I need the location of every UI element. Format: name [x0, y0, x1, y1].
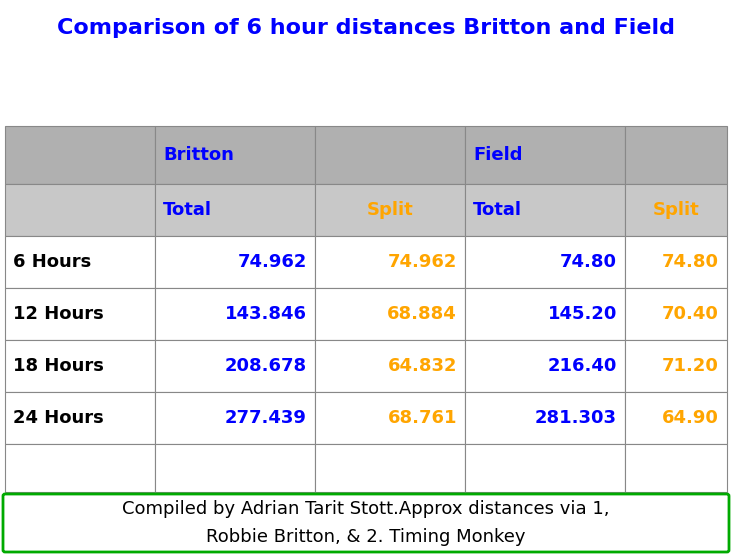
Bar — [625, 288, 727, 340]
Text: 143.846: 143.846 — [225, 305, 307, 323]
Bar — [155, 340, 315, 392]
Bar — [465, 444, 625, 492]
Text: Split: Split — [367, 201, 414, 219]
Bar — [155, 288, 315, 340]
Bar — [625, 340, 727, 392]
Text: 64.832: 64.832 — [387, 357, 457, 375]
Bar — [5, 184, 155, 236]
Bar — [155, 126, 315, 184]
Bar — [155, 184, 315, 236]
Bar — [315, 288, 465, 340]
Bar — [465, 288, 625, 340]
Bar — [5, 288, 155, 340]
Text: Britton: Britton — [163, 146, 234, 164]
Bar — [5, 340, 155, 392]
Text: Robbie Britton, & 2. Timing Monkey: Robbie Britton, & 2. Timing Monkey — [206, 528, 526, 546]
Text: 281.303: 281.303 — [535, 409, 617, 427]
Text: 216.40: 216.40 — [548, 357, 617, 375]
Bar — [155, 236, 315, 288]
Text: 12 Hours: 12 Hours — [13, 305, 104, 323]
Bar — [315, 392, 465, 444]
Bar — [625, 444, 727, 492]
Bar — [625, 184, 727, 236]
Text: Split: Split — [653, 201, 699, 219]
Text: 71.20: 71.20 — [662, 357, 719, 375]
Bar — [315, 444, 465, 492]
Text: 74.962: 74.962 — [388, 253, 457, 271]
Text: 145.20: 145.20 — [548, 305, 617, 323]
Text: 68.761: 68.761 — [387, 409, 457, 427]
Bar — [155, 392, 315, 444]
Bar — [465, 340, 625, 392]
Bar — [5, 236, 155, 288]
Text: 74.962: 74.962 — [238, 253, 307, 271]
Bar — [315, 236, 465, 288]
Text: 6 Hours: 6 Hours — [13, 253, 92, 271]
Bar — [625, 392, 727, 444]
Text: Field: Field — [473, 146, 523, 164]
Text: 70.40: 70.40 — [662, 305, 719, 323]
Text: 24 Hours: 24 Hours — [13, 409, 104, 427]
Bar — [315, 340, 465, 392]
Bar — [625, 126, 727, 184]
Text: 277.439: 277.439 — [225, 409, 307, 427]
Text: 18 Hours: 18 Hours — [13, 357, 104, 375]
Bar — [465, 236, 625, 288]
Text: 68.884: 68.884 — [387, 305, 457, 323]
Text: Comparison of 6 hour distances Britton and Field: Comparison of 6 hour distances Britton a… — [57, 18, 675, 38]
Bar — [5, 444, 155, 492]
Text: Compiled by Adrian Tarit Stott.Approx distances via 1,: Compiled by Adrian Tarit Stott.Approx di… — [122, 500, 610, 518]
Text: 74.80: 74.80 — [662, 253, 719, 271]
Bar — [315, 126, 465, 184]
Bar — [465, 184, 625, 236]
Bar — [5, 126, 155, 184]
Bar — [465, 126, 625, 184]
Text: Total: Total — [163, 201, 212, 219]
FancyBboxPatch shape — [3, 494, 729, 552]
Text: 64.90: 64.90 — [662, 409, 719, 427]
Bar — [155, 444, 315, 492]
Text: 208.678: 208.678 — [225, 357, 307, 375]
Text: 74.80: 74.80 — [560, 253, 617, 271]
Bar — [315, 184, 465, 236]
Text: Total: Total — [473, 201, 522, 219]
Bar — [5, 392, 155, 444]
Bar — [465, 392, 625, 444]
Bar — [625, 236, 727, 288]
